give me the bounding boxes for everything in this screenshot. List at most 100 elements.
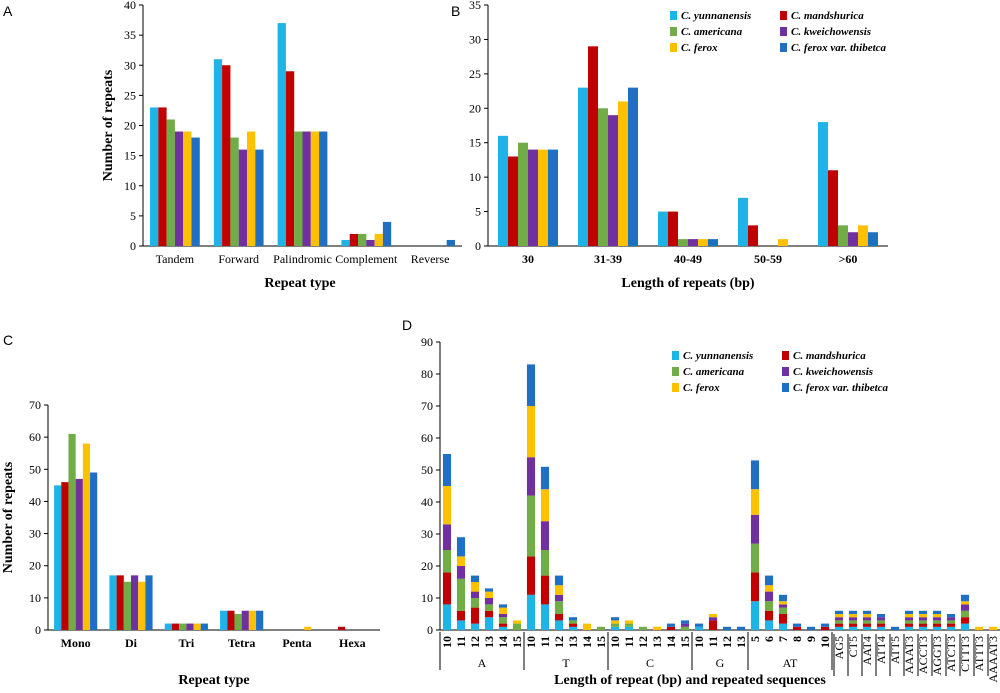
bar [109, 575, 117, 630]
x-tick-label: 30 [522, 252, 534, 266]
y-tick-label: 50 [421, 463, 433, 477]
bar [688, 239, 698, 246]
x-tick-label: 11 [538, 636, 552, 647]
stacked-bar-segment [638, 626, 648, 630]
bar [75, 478, 83, 630]
x-tick-label: Complement [335, 252, 398, 266]
stacked-bar-segment [470, 623, 480, 630]
stacked-bar-segment [666, 623, 676, 627]
stacked-bar-segment [862, 614, 872, 618]
bar [230, 137, 239, 246]
stacked-bar-segment [834, 614, 844, 618]
legend-label: C. yunnanensis [681, 10, 751, 22]
x-tick-label: 13 [566, 636, 580, 648]
bar [222, 65, 231, 246]
legend-label: C. kweichowensis [791, 26, 871, 38]
stacked-bar-segment [932, 614, 942, 618]
stacked-bar-segment [764, 620, 774, 630]
bar [358, 233, 367, 246]
x-tick-label: 13 [650, 636, 664, 648]
legend-swatch [670, 27, 677, 36]
stacked-bar-segment [750, 572, 760, 602]
stacked-bar-segment [554, 620, 564, 630]
y-tick-label: 20 [469, 101, 481, 115]
stacked-bar-segment [876, 626, 886, 630]
bar [255, 149, 264, 246]
x-tick-label: Tetra [228, 636, 256, 650]
bar [678, 239, 688, 246]
y-tick-label: 30 [469, 32, 481, 46]
y-tick-label: 25 [124, 88, 136, 102]
stacked-bar-segment [554, 601, 564, 614]
legend-swatch [782, 367, 789, 376]
legend-swatch [670, 11, 677, 20]
stacked-bar-segment [918, 610, 928, 614]
stacked-bar-segment [442, 454, 452, 486]
stacked-bar-segment [512, 623, 522, 630]
legend-swatch [670, 43, 677, 52]
x-tick-label: ATCT3 [944, 636, 958, 672]
bar [145, 575, 153, 630]
stacked-bar-segment [470, 598, 480, 608]
stacked-bar-segment [666, 626, 676, 630]
bar [618, 101, 628, 247]
bar [708, 239, 718, 246]
stacked-bar-segment [540, 550, 550, 576]
bar [658, 211, 668, 246]
stacked-bar-segment [876, 620, 886, 624]
stacked-bar-segment [456, 556, 466, 566]
stacked-bar-segment [708, 617, 718, 621]
bar [220, 610, 228, 630]
bar [310, 131, 320, 246]
legend-label: C. mandshurica [791, 10, 864, 22]
x-tick-label: 40-49 [674, 252, 702, 266]
bar [319, 131, 328, 246]
stacked-bar-segment [540, 575, 550, 605]
stacked-bar-segment [932, 623, 942, 627]
group-label: AT [783, 656, 798, 670]
stacked-bar-segment [498, 626, 508, 630]
stacked-bar-segment [470, 591, 480, 598]
stacked-bar-segment [750, 514, 760, 544]
bar [166, 119, 175, 246]
bar [518, 142, 528, 246]
stacked-bar-segment [946, 626, 956, 630]
x-tick-label: 9 [804, 636, 818, 642]
chart-panel-C: C 0 10 20 30 40 50 60 70 Mono Di Tri Tetra Penta Hexa R… [1, 332, 380, 688]
stacked-bar-segment [918, 620, 928, 624]
bar [498, 135, 508, 246]
stacked-bar-segment [498, 614, 508, 618]
stacked-bar-segment [708, 614, 718, 618]
panel-letter: B [451, 3, 460, 19]
stacked-bar-segment [764, 575, 774, 586]
stacked-bar-segment [932, 617, 942, 621]
x-tick-label: AGGT3 [930, 636, 944, 675]
x-tick-label: 15 [510, 636, 524, 648]
y-tick-label: 25 [469, 67, 481, 81]
bar [234, 613, 242, 630]
x-tick-label: 10 [524, 636, 538, 648]
bar [304, 626, 312, 630]
stacked-bar-segment [708, 620, 718, 630]
legend-label: C. americana [681, 26, 743, 38]
bar [698, 239, 708, 246]
y-tick-label: 20 [124, 119, 136, 133]
stacked-bar-segment [596, 626, 606, 630]
stacked-bar-segment [498, 623, 508, 627]
stacked-bar-segment [610, 623, 620, 627]
stacked-bar-segment [526, 364, 536, 406]
bar [158, 107, 167, 246]
bar [848, 232, 858, 246]
group-label: A [478, 656, 487, 670]
x-tick-label: 50-59 [754, 252, 782, 266]
stacked-bar-segment [554, 575, 564, 586]
bar [131, 575, 139, 630]
stacked-bar-segment [498, 617, 508, 624]
bar [838, 225, 848, 246]
stacked-bar-segment [918, 617, 928, 621]
bar [738, 197, 748, 246]
stacked-bar-segment [624, 626, 634, 630]
x-tick-label: 8 [790, 636, 804, 642]
bar [341, 239, 350, 246]
